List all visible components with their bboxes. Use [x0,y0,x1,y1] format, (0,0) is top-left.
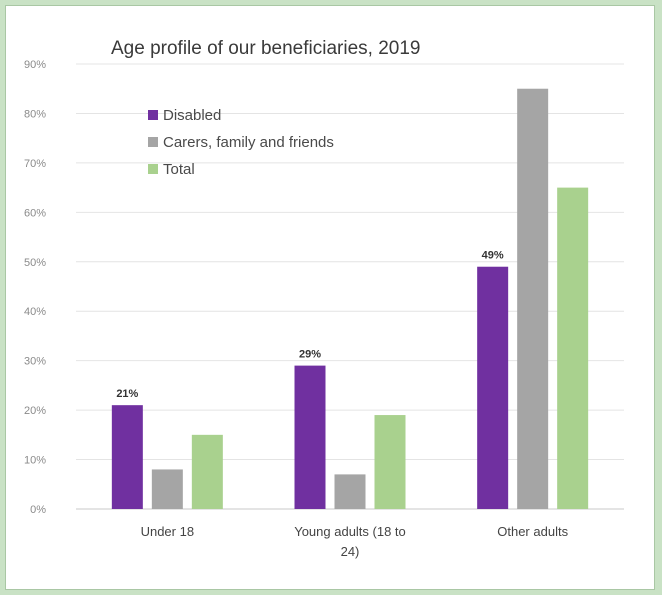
legend-swatch [148,110,158,120]
y-tick-label: 80% [24,108,46,120]
bar-total-2 [557,187,589,509]
legend-label: Disabled [163,107,221,124]
data-label: 29% [299,349,321,361]
y-tick-label: 40% [24,306,46,318]
y-tick-label: 30% [24,356,46,368]
chart-title: Age profile of our beneficiaries, 2019 [111,38,420,59]
bar-disabled-1 [294,365,326,509]
bar-total-1 [374,415,406,509]
y-tick-label: 0% [30,504,46,516]
y-tick-label: 50% [24,257,46,269]
category-label: Other adults [497,524,568,539]
y-tick-label: 20% [24,405,46,417]
legend-label: Total [163,161,195,178]
legend-label: Carers, family and friends [163,134,334,151]
category-label: 24) [341,544,360,559]
y-tick-label: 90% [24,59,46,71]
bar-carers-family-and-friends-1 [334,474,366,509]
bar-carers-family-and-friends-2 [517,88,549,509]
category-label: Young adults (18 to [294,524,406,539]
legend-swatch [148,164,158,174]
bar-carers-family-and-friends-0 [151,469,183,509]
data-label: 21% [116,388,138,400]
bar-total-0 [191,434,223,509]
y-tick-label: 70% [24,158,46,170]
data-label: 49% [482,250,504,262]
legend-swatch [148,137,158,147]
category-label: Under 18 [141,524,194,539]
chart-frame: Age profile of our beneficiaries, 2019 0… [5,5,655,590]
bar-disabled-2 [477,266,509,509]
y-tick-label: 60% [24,207,46,219]
y-tick-label: 10% [24,455,46,467]
bar-chart: Age profile of our beneficiaries, 2019 0… [24,38,624,559]
bar-disabled-0 [111,405,143,509]
